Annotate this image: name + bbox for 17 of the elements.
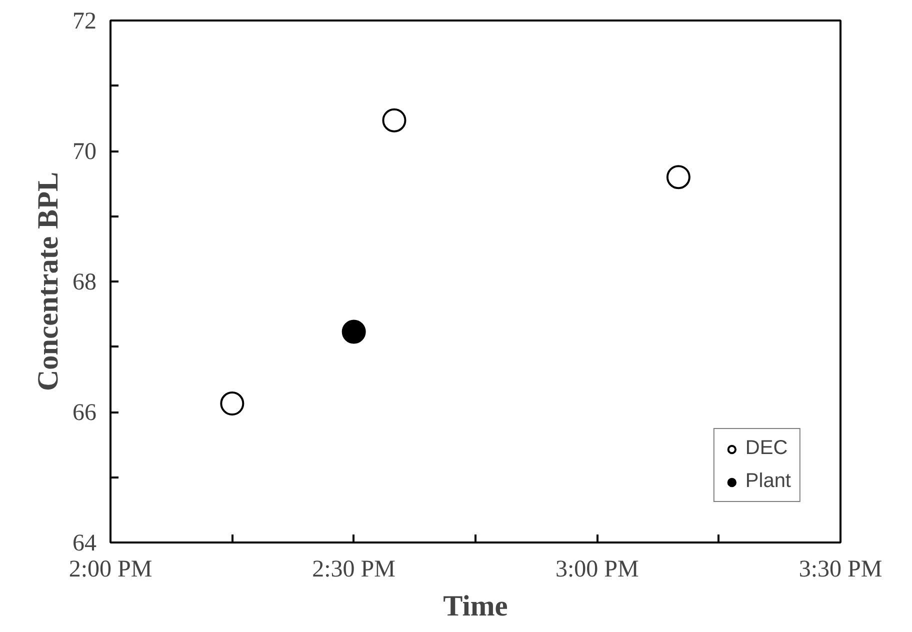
y-axis-title: Concentrate BPL [32, 172, 64, 392]
x-axis-title: Time [443, 590, 508, 622]
x-tick-label: 2:00 PM [68, 556, 152, 582]
legend-label: DEC [745, 437, 788, 460]
x-tick-label: 3:30 PM [798, 556, 882, 582]
point [666, 165, 690, 190]
y-tick-label: 64 [72, 530, 96, 556]
y-tick-label: 66 [72, 400, 96, 426]
y-tick-label: 70 [72, 139, 96, 165]
point [220, 392, 244, 416]
point [342, 320, 366, 344]
legend-label: Plant [745, 470, 791, 493]
x-tick-label: 2:30 PM [312, 556, 396, 582]
y-tick-label: 68 [72, 270, 96, 296]
y-tick-label: 72 [72, 8, 96, 34]
point [382, 108, 406, 132]
x-tick-label: 3:00 PM [555, 556, 639, 582]
